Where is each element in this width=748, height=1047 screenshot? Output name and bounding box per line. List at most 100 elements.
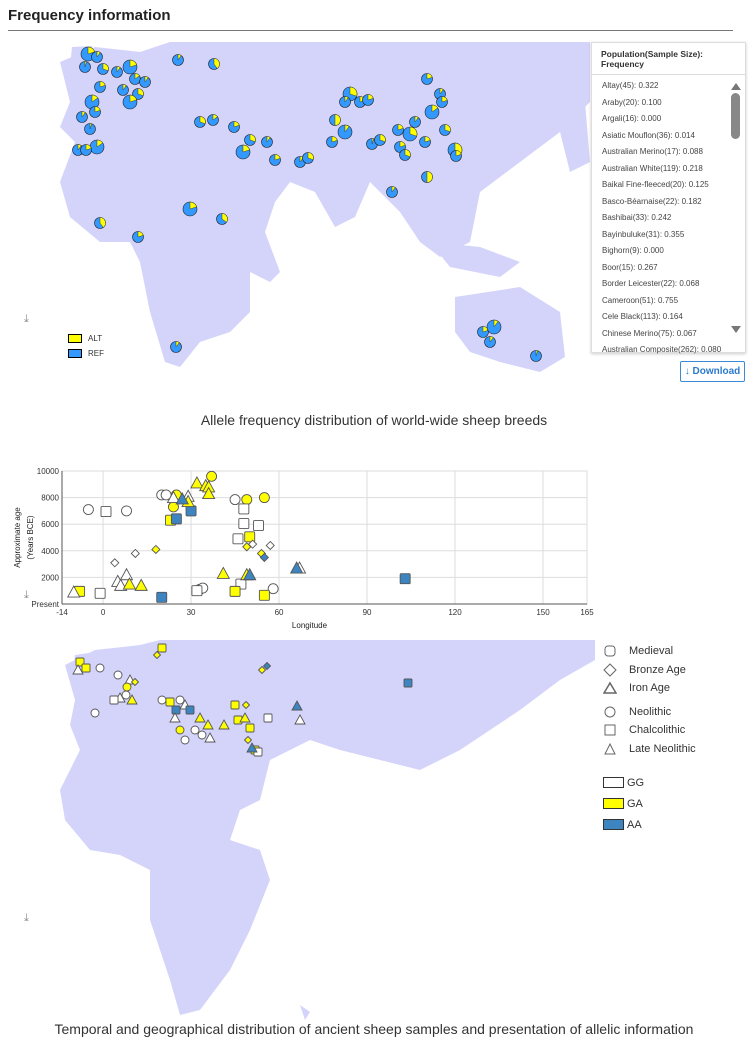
population-item[interactable]: Border Leicester(22): 0.068 — [602, 279, 700, 288]
world-map-allele-frequency[interactable] — [0, 42, 590, 372]
data-point-square[interactable] — [156, 591, 168, 603]
data-point-triangle[interactable] — [289, 561, 304, 574]
sample-marker-square[interactable] — [403, 678, 413, 688]
data-point-circle[interactable] — [229, 494, 241, 506]
sample-marker-square[interactable] — [109, 695, 119, 705]
data-point-circle[interactable] — [267, 583, 279, 595]
sample-marker-triangle[interactable] — [202, 719, 214, 730]
population-item[interactable]: Boor(15): 0.267 — [602, 262, 658, 272]
age-longitude-scatter[interactable]: -14 0 30 60 90 120 150 165 Present 2000 4000 6000 80… — [0, 460, 600, 635]
data-point-square[interactable] — [258, 589, 270, 601]
data-point-diamond[interactable] — [110, 558, 120, 568]
data-point-triangle[interactable] — [216, 566, 231, 579]
data-point-diamond[interactable] — [248, 539, 258, 549]
sample-marker-circle[interactable] — [121, 690, 131, 700]
download-icon[interactable]: ⤓ — [24, 912, 29, 924]
sample-marker-square[interactable] — [185, 705, 195, 715]
sample-marker-triangle[interactable] — [169, 712, 181, 723]
data-point-triangle[interactable] — [134, 578, 148, 591]
data-point-triangle[interactable] — [119, 567, 134, 581]
sample-marker-circle[interactable] — [175, 725, 185, 735]
sample-marker-square[interactable] — [263, 713, 273, 723]
scroll-down-icon[interactable] — [731, 326, 741, 333]
data-point-square[interactable] — [244, 531, 256, 543]
data-point-square[interactable] — [238, 503, 250, 515]
population-frequency-list[interactable]: Population(Sample Size): Frequency Altay… — [591, 42, 746, 354]
sample-marker-diamond[interactable] — [152, 650, 162, 660]
sample-marker-triangle[interactable] — [126, 694, 138, 705]
sample-marker-triangle[interactable] — [194, 712, 206, 723]
data-point-square[interactable] — [229, 585, 241, 597]
sample-marker-diamond[interactable] — [130, 677, 140, 687]
download-icon[interactable]: ⤓ — [24, 589, 29, 601]
sample-marker-circle[interactable] — [190, 725, 200, 735]
data-point-square[interactable] — [399, 573, 411, 585]
data-point-diamond[interactable] — [130, 548, 140, 559]
data-point-triangle[interactable] — [201, 486, 216, 500]
download-icon[interactable]: ⤓ — [24, 313, 29, 325]
data-point-triangle[interactable] — [242, 567, 257, 581]
ancient-samples-map[interactable] — [0, 640, 595, 1020]
population-item[interactable]: Altay(45): 0.322 — [602, 81, 659, 90]
data-point-circle[interactable] — [82, 504, 94, 516]
sample-marker-triangle[interactable] — [72, 664, 84, 675]
sample-marker-triangle[interactable] — [239, 712, 251, 723]
sample-marker-circle[interactable] — [95, 663, 105, 673]
sample-marker-square[interactable] — [81, 663, 91, 673]
data-point-triangle[interactable] — [122, 577, 137, 590]
population-item[interactable]: Australian Composite(262): 0.080 — [602, 345, 722, 354]
download-button[interactable]: ↓ Download — [680, 361, 745, 382]
sample-marker-triangle[interactable] — [294, 714, 306, 725]
data-point-triangle[interactable] — [66, 585, 81, 598]
sample-marker-circle[interactable] — [157, 695, 167, 705]
data-point-diamond[interactable] — [242, 542, 252, 552]
data-point-square[interactable] — [191, 585, 203, 597]
sample-marker-square[interactable] — [245, 723, 255, 733]
data-point-square[interactable] — [232, 533, 244, 545]
population-item[interactable]: Australian Merino(17): 0.088 — [602, 147, 703, 156]
population-item[interactable]: Araby(20): 0.100 — [602, 97, 662, 107]
scroll-thumb[interactable] — [731, 93, 740, 139]
sample-marker-triangle[interactable] — [291, 700, 303, 711]
data-point-square[interactable] — [170, 513, 182, 525]
data-point-square[interactable] — [238, 518, 250, 529]
data-point-triangle[interactable] — [190, 476, 204, 489]
sample-marker-diamond[interactable] — [243, 735, 253, 745]
sample-marker-diamond[interactable] — [262, 661, 272, 671]
sample-marker-circle[interactable] — [180, 735, 190, 745]
population-item[interactable]: Basco-Béarnaise(22): 0.182 — [602, 196, 702, 206]
population-item[interactable]: Asiatic Mouflon(36): 0.014 — [602, 130, 695, 140]
sample-marker-circle[interactable] — [175, 695, 185, 705]
data-point-circle[interactable] — [206, 470, 218, 482]
population-item[interactable]: Bashibai(33): 0.242 — [602, 213, 672, 222]
sample-marker-circle[interactable] — [122, 682, 132, 692]
population-item[interactable]: Chinese Merino(75): 0.067 — [602, 328, 697, 338]
data-point-diamond[interactable] — [265, 540, 275, 551]
data-point-square[interactable] — [94, 587, 106, 599]
sample-marker-circle[interactable] — [197, 730, 207, 740]
sample-marker-circle[interactable] — [90, 708, 100, 718]
data-point-circle[interactable] — [121, 505, 132, 517]
scroll-up-icon[interactable] — [731, 83, 741, 90]
sample-marker-square[interactable] — [171, 705, 181, 715]
sample-marker-diamond[interactable] — [241, 700, 251, 710]
population-item[interactable]: Cameroon(51): 0.755 — [602, 295, 679, 305]
population-item[interactable]: Australian White(119): 0.218 — [602, 163, 703, 173]
data-point-circle[interactable] — [258, 492, 270, 504]
sample-marker-square[interactable] — [230, 700, 240, 710]
data-point-diamond[interactable] — [259, 552, 270, 563]
sample-marker-square[interactable] — [165, 697, 175, 707]
scrollbar[interactable] — [729, 73, 743, 343]
population-item[interactable]: Cele Black(113): 0.164 — [602, 312, 683, 321]
data-point-triangle[interactable] — [166, 490, 181, 504]
sample-marker-triangle[interactable] — [204, 732, 216, 743]
sample-marker-triangle[interactable] — [246, 742, 258, 753]
population-item[interactable]: Bayinbuluke(31): 0.355 — [602, 229, 685, 239]
data-point-square[interactable] — [100, 506, 112, 518]
data-point-square[interactable] — [185, 505, 197, 517]
data-point-square[interactable] — [253, 520, 264, 531]
sample-marker-triangle[interactable] — [218, 719, 230, 730]
population-item[interactable]: Argali(16): 0.000 — [602, 114, 662, 123]
data-point-triangle[interactable] — [175, 491, 190, 505]
population-item[interactable]: Bighorn(9): 0.000 — [602, 246, 664, 255]
